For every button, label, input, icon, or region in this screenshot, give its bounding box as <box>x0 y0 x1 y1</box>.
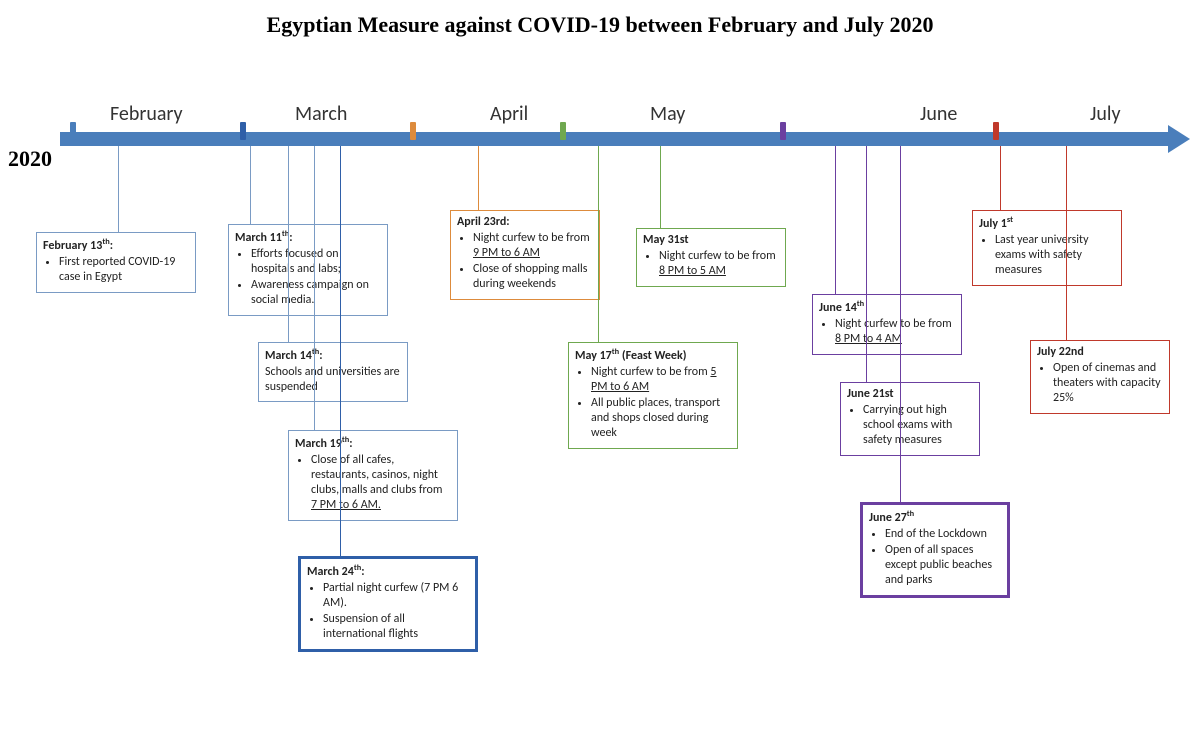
event-list-item: Close of shopping malls during weekends <box>473 262 593 292</box>
timeline-arrowhead <box>1168 125 1190 153</box>
event-date: July 1st <box>979 215 1115 232</box>
month-tick <box>70 122 76 140</box>
event-connector <box>288 146 289 342</box>
event-list-item: First reported COVID-19 case in Egypt <box>59 255 189 285</box>
year-label: 2020 <box>8 146 52 172</box>
event-connector <box>250 146 251 224</box>
event-list: Night curfew to be from 8 PM to 5 AM <box>643 249 779 279</box>
event-list-item: All public places, transport and shops c… <box>591 396 731 441</box>
event-date: June 14th <box>819 299 955 316</box>
event-date: March 11th: <box>235 229 381 246</box>
event-list-item: Carrying out high school exams with safe… <box>863 403 973 448</box>
event-connector <box>314 146 315 430</box>
event-box-jul22: July 22ndOpen of cinemas and theaters wi… <box>1030 340 1170 414</box>
event-list-item: Night curfew to be from 5 PM to 6 AM <box>591 365 731 395</box>
event-list-item: Last year university exams with safety m… <box>995 233 1115 278</box>
event-list: Night curfew to be from 8 PM to 4 AM <box>819 317 955 347</box>
event-box-mar19: March 19th:Close of all cafes, restauran… <box>288 430 458 521</box>
event-list-item: Night curfew to be from 8 PM to 4 AM <box>835 317 955 347</box>
event-list: Carrying out high school exams with safe… <box>847 403 973 448</box>
event-list-item: Night curfew to be from 8 PM to 5 AM <box>659 249 779 279</box>
event-list-item: Night curfew to be from 9 PM to 6 AM <box>473 231 593 261</box>
month-label: June <box>920 102 957 126</box>
event-list-item: Open of cinemas and theaters with capaci… <box>1053 361 1163 406</box>
event-box-jun21: June 21stCarrying out high school exams … <box>840 382 980 456</box>
event-list-item: Open of all spaces except public beaches… <box>885 543 1001 588</box>
event-connector <box>900 146 901 502</box>
event-list: Close of all cafes, restaurants, casinos… <box>295 453 451 513</box>
event-box-mar24: March 24th:Partial night curfew (7 PM 6 … <box>298 556 478 652</box>
month-label: May <box>650 102 685 126</box>
month-tick <box>240 122 246 140</box>
event-box-apr23: April 23rd:Night curfew to be from 9 PM … <box>450 210 600 300</box>
month-tick <box>780 122 786 140</box>
page-title: Egyptian Measure against COVID-19 betwee… <box>0 12 1200 38</box>
timeline-axis <box>60 132 1170 146</box>
event-box-jun14: June 14thNight curfew to be from 8 PM to… <box>812 294 962 355</box>
event-connector <box>598 146 599 342</box>
event-connector <box>835 146 836 294</box>
event-text: Schools and universities are suspended <box>265 365 401 395</box>
event-list: Open of cinemas and theaters with capaci… <box>1037 361 1163 406</box>
event-list: Night curfew to be from 9 PM to 6 AMClos… <box>457 231 593 292</box>
event-box-jul1: July 1stLast year university exams with … <box>972 210 1122 286</box>
event-date: March 24th: <box>307 563 469 580</box>
event-connector <box>1066 146 1067 340</box>
month-tick <box>993 122 999 140</box>
event-box-mar14: March 14th:Schools and universities are … <box>258 342 408 402</box>
event-list-item: Partial night curfew (7 PM 6 AM). <box>323 581 469 611</box>
event-box-feb13: February 13th:First reported COVID-19 ca… <box>36 232 196 293</box>
month-tick <box>410 122 416 140</box>
event-list: First reported COVID-19 case in Egypt <box>43 255 189 285</box>
event-box-jun27: June 27thEnd of the LockdownOpen of all … <box>860 502 1010 598</box>
event-date: February 13th: <box>43 237 189 254</box>
event-box-mar11: March 11th:Efforts focused on hospitals … <box>228 224 388 316</box>
event-connector <box>866 146 867 382</box>
event-list: Night curfew to be from 5 PM to 6 AMAll … <box>575 365 731 441</box>
event-connector <box>118 146 119 232</box>
month-label: February <box>110 102 183 126</box>
event-list-item: Suspension of all international flights <box>323 612 469 642</box>
event-date: March 19th: <box>295 435 451 452</box>
event-date: July 22nd <box>1037 345 1163 360</box>
event-date: May 17th (Feast Week) <box>575 347 731 364</box>
event-list: End of the LockdownOpen of all spaces ex… <box>869 527 1001 588</box>
event-date: March 14th: <box>265 347 401 364</box>
event-connector <box>660 146 661 228</box>
event-connector <box>478 146 479 210</box>
event-date: May 31st <box>643 233 779 248</box>
event-connector <box>340 146 341 556</box>
event-connector <box>1000 146 1001 210</box>
event-list-item: Close of all cafes, restaurants, casinos… <box>311 453 451 513</box>
event-box-may31: May 31stNight curfew to be from 8 PM to … <box>636 228 786 287</box>
event-list-item: Efforts focused on hospitals and labs; <box>251 247 381 277</box>
event-list: Efforts focused on hospitals and labs;Aw… <box>235 247 381 308</box>
event-box-may17: May 17th (Feast Week)Night curfew to be … <box>568 342 738 449</box>
event-list: Last year university exams with safety m… <box>979 233 1115 278</box>
event-date: June 27th <box>869 509 1001 526</box>
month-label: March <box>295 102 347 126</box>
event-list: Partial night curfew (7 PM 6 AM).Suspens… <box>307 581 469 642</box>
event-date: June 21st <box>847 387 973 402</box>
month-tick <box>560 122 566 140</box>
event-list-item: End of the Lockdown <box>885 527 1001 542</box>
event-list-item: Awareness campaign on social media. <box>251 278 381 308</box>
month-label: April <box>490 102 528 126</box>
event-date: April 23rd: <box>457 215 593 230</box>
month-label: July <box>1090 102 1121 126</box>
